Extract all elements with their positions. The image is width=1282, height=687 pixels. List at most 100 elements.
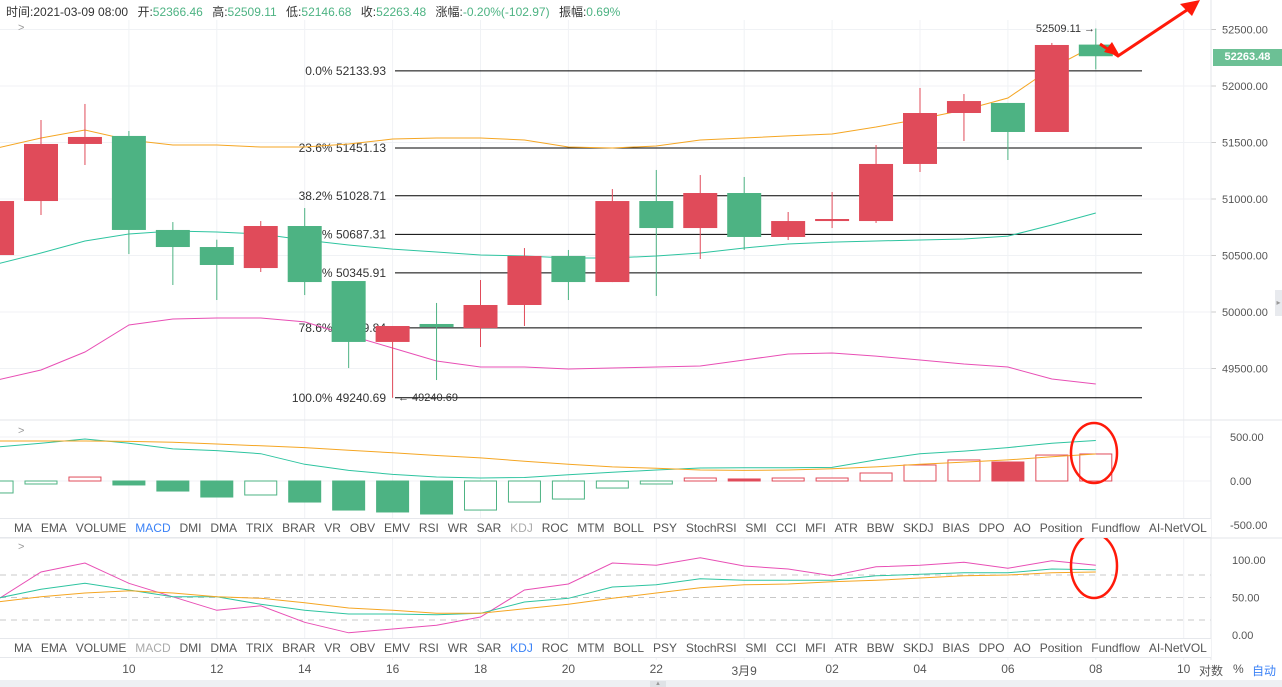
percent-scale-toggle[interactable]: % — [1233, 662, 1244, 676]
macd-histogram-bar — [771, 477, 805, 482]
indicator-tab-ai-netvol[interactable]: AI-NetVOL — [1148, 641, 1207, 655]
indicator-tab-ao[interactable]: AO — [1013, 521, 1031, 535]
indicator-tab-macd[interactable]: MACD — [135, 521, 171, 535]
indicator-tab-fundflow[interactable]: Fundflow — [1091, 641, 1140, 655]
auto-scale-toggle[interactable]: 自动 — [1252, 664, 1277, 678]
indicator-tab-bbw[interactable]: BBW — [866, 641, 894, 655]
indicator-tab-mtm[interactable]: MTM — [577, 641, 605, 655]
indicator-tab-bbw[interactable]: BBW — [866, 521, 894, 535]
indicator-tab-ao[interactable]: AO — [1013, 641, 1031, 655]
indicator-tab-mfi[interactable]: MFI — [805, 641, 826, 655]
indicator-tab-skdj[interactable]: SKDJ — [902, 641, 934, 655]
kdj-tick-label: 50.00 — [1232, 593, 1260, 605]
indicator-tab-volume[interactable]: VOLUME — [75, 521, 127, 535]
indicator-tab-fundflow[interactable]: Fundflow — [1091, 521, 1140, 535]
indicator-tab-cci[interactable]: CCI — [775, 521, 797, 535]
indicator-tab-mfi[interactable]: MFI — [805, 521, 826, 535]
indicator-tab-vr[interactable]: VR — [324, 521, 341, 535]
indicator-tab-smi[interactable]: SMI — [745, 521, 767, 535]
indicator-tab-dpo[interactable]: DPO — [978, 521, 1005, 535]
time-axis-label: 12 — [210, 662, 224, 676]
indicator-tab-obv[interactable]: OBV — [349, 641, 376, 655]
indicator-tab-sar[interactable]: SAR — [476, 641, 502, 655]
indicator-tab-stochrsi[interactable]: StochRSI — [685, 521, 737, 535]
macd-histogram-bar — [332, 480, 366, 511]
indicator-tab-rsi[interactable]: RSI — [418, 521, 439, 535]
high-value: 52509.11 — [227, 5, 277, 19]
annotation-arrowhead-icon — [1104, 42, 1120, 56]
indicator-tab-brar[interactable]: BRAR — [282, 521, 316, 535]
indicator-tab-macd[interactable]: MACD — [135, 641, 171, 655]
indicator-tab-emv[interactable]: EMV — [384, 521, 411, 535]
indicator-tab-psy[interactable]: PSY — [652, 521, 677, 535]
indicator-tab-ma[interactable]: MA — [14, 521, 32, 535]
expand-kdj-chevron-icon[interactable]: > — [18, 541, 25, 553]
indicator-tab-boll[interactable]: BOLL — [613, 521, 645, 535]
indicator-tab-cci[interactable]: CCI — [775, 641, 797, 655]
indicator-tab-boll[interactable]: BOLL — [613, 641, 645, 655]
indicator-tab-trix[interactable]: TRIX — [245, 641, 274, 655]
indicator-tab-roc[interactable]: ROC — [541, 521, 569, 535]
indicator-tab-position[interactable]: Position — [1039, 521, 1083, 535]
indicator-tab-wr[interactable]: WR — [447, 641, 468, 655]
macd-histogram-bar — [24, 480, 58, 485]
indicator-tab-bias[interactable]: BIAS — [942, 521, 970, 535]
indicator-tab-emv[interactable]: EMV — [384, 641, 411, 655]
indicator-tab-roc[interactable]: ROC — [541, 641, 569, 655]
collapse-right-panel-icon[interactable]: ▸ — [1275, 290, 1282, 316]
indicator-tab-kdj[interactable]: KDJ — [510, 521, 533, 535]
amplitude-value: 0.69% — [586, 5, 621, 19]
indicator-tab-ai-netvol[interactable]: AI-NetVOL — [1148, 521, 1207, 535]
indicator-tab-dma[interactable]: DMA — [210, 641, 238, 655]
macd-histogram-bar — [376, 480, 410, 513]
time-axis-label: 10 — [1177, 662, 1191, 676]
expand-main-indicators-chevron-icon[interactable]: > — [18, 22, 25, 34]
candle-up — [903, 113, 937, 164]
indicator-tab-ema[interactable]: EMA — [40, 641, 67, 655]
price-tick-label: 50500.00 — [1222, 251, 1268, 263]
indicator-tab-obv[interactable]: OBV — [349, 521, 376, 535]
indicator-tab-mtm[interactable]: MTM — [577, 521, 605, 535]
close-label: 收: — [360, 5, 377, 19]
expand-macd-chevron-icon[interactable]: > — [18, 425, 25, 437]
indicator-tab-position[interactable]: Position — [1039, 641, 1083, 655]
macd-dif-line — [0, 438, 1096, 479]
indicator-tab-stochrsi[interactable]: StochRSI — [685, 641, 737, 655]
indicator-tab-dmi[interactable]: DMI — [179, 641, 202, 655]
resize-handle-icon[interactable]: ▲ — [650, 681, 666, 687]
macd-histogram-bar — [156, 480, 190, 492]
indicator-tab-smi[interactable]: SMI — [745, 641, 767, 655]
candle-down — [331, 281, 366, 342]
indicator-tab-skdj[interactable]: SKDJ — [902, 521, 934, 535]
low-value: 52146.68 — [301, 5, 352, 19]
annotation-circle-macd — [1069, 421, 1119, 485]
indicator-tab-psy[interactable]: PSY — [652, 641, 677, 655]
candle-up — [24, 143, 58, 202]
indicator-tab-atr[interactable]: ATR — [834, 521, 858, 535]
indicator-tab-dmi[interactable]: DMI — [179, 521, 202, 535]
change-value: -0.20%(-102.97) — [462, 5, 550, 19]
candle-up — [243, 226, 278, 269]
indicator-tab-dpo[interactable]: DPO — [978, 641, 1005, 655]
indicator-tab-wr[interactable]: WR — [447, 521, 468, 535]
indicator-tab-ma[interactable]: MA — [14, 641, 32, 655]
indicator-tab-ema[interactable]: EMA — [40, 521, 67, 535]
candle-up — [595, 201, 630, 283]
indicator-tab-brar[interactable]: BRAR — [282, 641, 316, 655]
price-tick-label: 52000.00 — [1222, 81, 1268, 93]
indicator-tab-sar[interactable]: SAR — [476, 521, 502, 535]
indicator-tab-vr[interactable]: VR — [324, 641, 341, 655]
indicator-tab-kdj[interactable]: KDJ — [510, 641, 533, 655]
log-scale-toggle[interactable]: 对数 — [1199, 664, 1224, 678]
price-tick-label: 51500.00 — [1222, 138, 1268, 150]
macd-histogram-bar — [551, 480, 585, 500]
indicator-tab-atr[interactable]: ATR — [834, 641, 858, 655]
indicator-tab-rsi[interactable]: RSI — [418, 641, 439, 655]
indicator-tab-dma[interactable]: DMA — [210, 521, 238, 535]
indicator-tab-bias[interactable]: BIAS — [942, 641, 970, 655]
macd-histogram-bar — [0, 480, 14, 494]
price-tick-label: 50000.00 — [1222, 307, 1268, 319]
indicator-tab-volume[interactable]: VOLUME — [75, 641, 127, 655]
indicator-tab-trix[interactable]: TRIX — [245, 521, 274, 535]
